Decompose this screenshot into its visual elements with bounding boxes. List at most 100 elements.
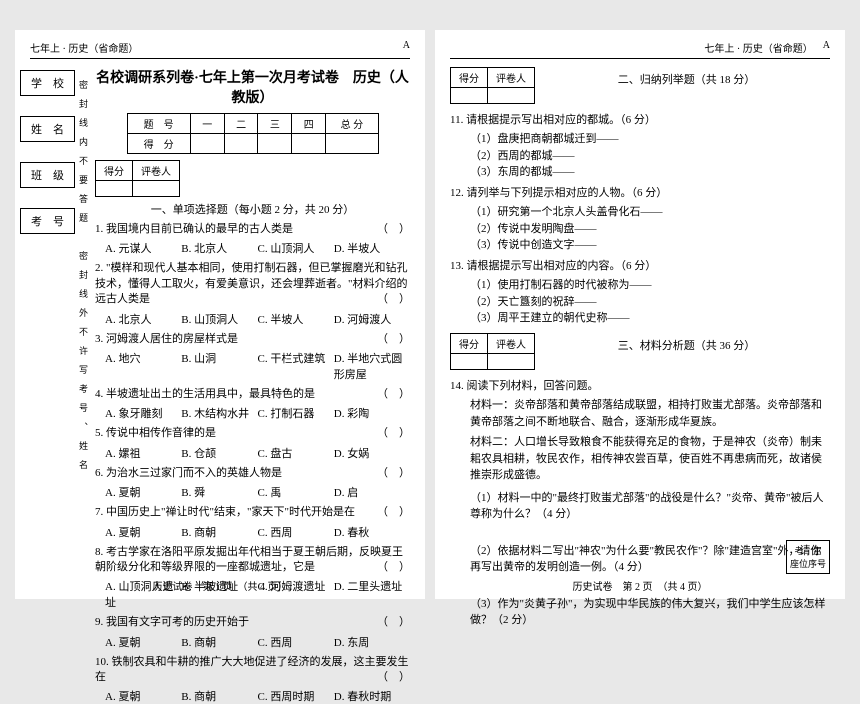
mini-score-table: 得分评卷人 [95, 160, 180, 197]
options: A. 夏朝B. 商朝C. 西周D. 春秋 [105, 524, 410, 540]
options: A. 夏朝B. 商朝C. 西周D. 东周 [105, 634, 410, 650]
q13-2: （2）天亡簋刻的祝辞—— [470, 294, 830, 311]
cell [258, 134, 292, 154]
cell: 四 [292, 114, 326, 134]
cell: 得分 [96, 161, 133, 181]
section1-title: 一、单项选择题（每小题 2 分，共 20 分） [95, 201, 410, 217]
exam-title: 名校调研系列卷·七年上第一次月考试卷 历史（人教版） [95, 67, 410, 107]
option: D. 女娲 [334, 445, 410, 461]
q12-2: （2）传说中发明陶盘—— [470, 221, 830, 238]
paren: （ ） [377, 615, 410, 630]
cell: 总 分 [326, 114, 378, 134]
class-label: 班 级 [23, 167, 72, 183]
option: D. 春秋时期 [334, 688, 410, 704]
sidebar: 学 校 姓 名 班 级 考 号 [20, 70, 75, 254]
paren: （ ） [377, 670, 410, 685]
q11-1: （1）盘庚把商朝都城迁到—— [470, 131, 830, 148]
table-row: 题 号 一 二 三 四 总 分 [127, 114, 378, 134]
option: B. 仓颉 [181, 445, 257, 461]
header-mark: A [823, 40, 830, 55]
header-mark: A [403, 40, 410, 55]
q13: 13. 请根据提示写出相对应的内容。（6 分） [450, 259, 830, 274]
options: A. 北京人B. 山顶洞人C. 半坡人D. 河姆渡人 [105, 311, 410, 327]
question: 4. 半坡遗址出土的生活用具中，最具特色的是（ ） [95, 387, 410, 402]
paren: （ ） [377, 387, 410, 402]
q14-m2: 材料二：人口增长导致粮食不能获得充足的食物，于是神农（炎帝）制耒耜农具相耕，牧民… [470, 434, 830, 484]
cell: 得分 [451, 333, 488, 353]
q14-p2: （2）依据材料二写出"神农"为什么要"教民农作"？除"建造宫室"外，请你再写出黄… [470, 543, 830, 576]
page2-header: 七年上 · 历史（省命题） A [450, 40, 830, 59]
q11: 11. 请根据提示写出相对应的都城。（6 分） [450, 113, 830, 128]
options: A. 元谋人B. 北京人C. 山顶洞人D. 半坡人 [105, 240, 410, 256]
section2-title: 二、归纳列举题（共 18 分） [543, 71, 830, 87]
option: B. 北京人 [181, 240, 257, 256]
question: 1. 我国境内目前已确认的最早的古人类是（ ） [95, 222, 410, 237]
exam-box: 考 号 [20, 208, 75, 234]
paren: （ ） [377, 222, 410, 237]
options: A. 嫘祖B. 仓颉C. 盘古D. 女娲 [105, 445, 410, 461]
score-table: 题 号 一 二 三 四 总 分 得 分 [127, 113, 379, 154]
question: 2. "模样和现代人基本相同，使用打制石器，但已掌握磨光和钻孔技术，懂得人工取火… [95, 261, 410, 307]
paren: （ ） [377, 505, 410, 520]
option: A. 北京人 [105, 311, 181, 327]
option: C. 打制石器 [258, 405, 334, 421]
cell [96, 181, 133, 197]
cell [292, 134, 326, 154]
option: D. 春秋 [334, 524, 410, 540]
option: A. 地穴 [105, 350, 181, 382]
q14-p1: （1）材料一中的"最终打败蚩尤部落"的战役是什么？"炎帝、黄帝"被后人尊称为什么… [470, 490, 830, 523]
cell [488, 353, 535, 369]
q11-3: （3）东周的都城—— [470, 164, 830, 181]
question: 9. 我国有文字可考的历史开始于（ ） [95, 615, 410, 630]
cell: 题 号 [127, 114, 190, 134]
option: D. 彩陶 [334, 405, 410, 421]
cell: 得分 [451, 68, 488, 88]
school-label: 学 校 [23, 75, 72, 91]
page1-footer: 历史试卷 第 1 页 （共 4 页） [15, 578, 425, 593]
option: A. 夏朝 [105, 484, 181, 500]
mini-score-table-2: 得分评卷人 [450, 67, 535, 104]
q12: 12. 请列举与下列提示相对应的人物。（6 分） [450, 186, 830, 201]
cell: 评卷人 [488, 68, 535, 88]
option: A. 夏朝 [105, 524, 181, 540]
page-2: 七年上 · 历史（省命题） A 得分评卷人 二、归纳列举题（共 18 分） 11… [435, 30, 845, 599]
paren: （ ） [377, 426, 410, 441]
cell: 一 [190, 114, 224, 134]
cell [488, 88, 535, 104]
q12-3: （3）传说中创造文字—— [470, 237, 830, 254]
option: C. 半坡人 [258, 311, 334, 327]
cell [224, 134, 258, 154]
cell: 评卷人 [488, 333, 535, 353]
option: C. 山顶洞人 [258, 240, 334, 256]
cell [326, 134, 378, 154]
question: 6. 为治水三过家门而不入的英雄人物是（ ） [95, 466, 410, 481]
option: A. 元谋人 [105, 240, 181, 256]
q14: 14. 阅读下列材料，回答问题。 [450, 379, 830, 394]
option: A. 象牙雕刻 [105, 405, 181, 421]
options: A. 夏朝B. 商朝C. 西周时期D. 春秋时期 [105, 688, 410, 704]
name-label: 姓 名 [23, 121, 72, 137]
section3-title: 三、材料分析题（共 36 分） [543, 337, 830, 353]
option: D. 启 [334, 484, 410, 500]
cell [451, 88, 488, 104]
school-box: 学 校 [20, 70, 75, 96]
option: B. 木结构水井 [181, 405, 257, 421]
paren: （ ） [377, 332, 410, 347]
option: B. 商朝 [181, 524, 257, 540]
q12-1: （1）研究第一个北京人头盖骨化石—— [470, 204, 830, 221]
paren: （ ） [377, 466, 410, 481]
option: A. 夏朝 [105, 688, 181, 704]
page-1: 七年上 · 历史（省命题） A 学 校 姓 名 班 级 考 号 密封线内不要答题… [15, 30, 425, 599]
q14-m1: 材料一：炎帝部落和黄帝部落结成联盟，相持打败蚩尤部落。炎帝部落和黄帝部落之间不断… [470, 397, 830, 430]
header-left: 七年上 · 历史（省命题） [704, 40, 812, 55]
option: C. 盘古 [258, 445, 334, 461]
cell [451, 353, 488, 369]
option: D. 河姆渡人 [334, 311, 410, 327]
options: A. 夏朝B. 舜C. 禹D. 启 [105, 484, 410, 500]
seat-box: 考 生 座位序号 [786, 540, 830, 574]
q13-3: （3）周平王建立的朝代史称—— [470, 310, 830, 327]
table-row: 得 分 [127, 134, 378, 154]
header-left: 七年上 · 历史（省命题） [30, 40, 138, 55]
option: B. 山洞 [181, 350, 257, 382]
option: B. 商朝 [181, 634, 257, 650]
